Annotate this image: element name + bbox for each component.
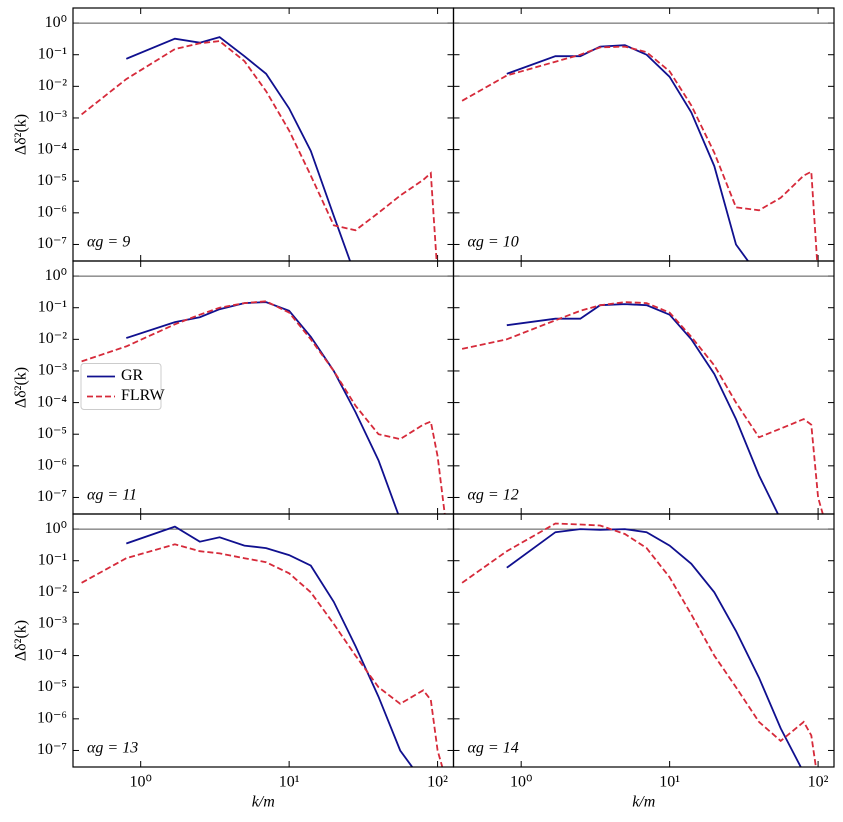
- series-line: [126, 525, 414, 767]
- panel: αg = 12: [452, 260, 835, 515]
- y-tick-label: 10⁻²: [38, 77, 67, 94]
- panel-annotation: αg = 12: [468, 487, 519, 504]
- panel: 10⁰ 10⁻¹ 10⁻² 10⁻³ 10⁻⁴ 10⁻⁵ 10⁻⁶ 10⁻⁷ αg = 9 Δδ²…: [13, 7, 455, 262]
- legend-label: FLRW: [121, 387, 165, 404]
- plot-frame: [72, 7, 455, 262]
- y-tick-label: 10⁰: [45, 14, 67, 31]
- series-line: [125, 36, 352, 261]
- series-line: [461, 522, 817, 767]
- series-line: [81, 40, 438, 261]
- y-tick-label: 10⁻⁶: [37, 204, 67, 221]
- legend-box: [80, 363, 162, 410]
- y-tick-label: 10⁻⁴: [37, 140, 67, 157]
- series-line: [461, 45, 819, 261]
- x-tick-label: 10¹: [659, 774, 680, 791]
- y-tick-label: 10⁻⁷: [37, 488, 67, 505]
- series-line: [81, 543, 444, 767]
- plot-frame: [72, 513, 455, 768]
- series-line: [126, 301, 400, 514]
- series-line: [506, 528, 802, 767]
- legend-label: GR: [121, 367, 144, 384]
- panel: 10⁰ 10¹ 10² αg = 14 k/m: [452, 513, 835, 811]
- y-tick-label: 10⁻⁵: [37, 172, 67, 189]
- y-axis-label: Δδ²(k): [13, 367, 30, 408]
- x-tick-label: 10²: [427, 774, 448, 791]
- panel-annotation: αg = 9: [87, 234, 130, 251]
- y-tick-label: 10⁰: [45, 267, 67, 284]
- x-tick-label: 10²: [808, 774, 829, 791]
- panel-annotation: αg = 10: [468, 234, 519, 251]
- plot-frame: [452, 260, 835, 515]
- x-axis-label: k/m: [252, 794, 275, 811]
- y-tick-label: 10⁻³: [38, 109, 67, 126]
- panel: 10⁰ 10⁻¹ 10⁻² 10⁻³ 10⁻⁴ 10⁻⁵ 10⁻⁶ 10⁻⁷ 10⁰ 10¹ 10²…: [13, 513, 455, 811]
- y-tick-label: 10⁰: [45, 520, 67, 537]
- x-tick-label: 10⁰: [129, 774, 151, 791]
- x-axis-label: k/m: [632, 794, 655, 811]
- panel-annotation: αg = 11: [87, 487, 137, 504]
- y-tick-label: 10⁻⁴: [37, 393, 67, 410]
- series-line: [506, 44, 750, 261]
- y-tick-label: 10⁻⁶: [37, 457, 67, 474]
- y-tick-label: 10⁻²: [38, 330, 67, 347]
- y-tick-label: 10⁻¹: [38, 45, 67, 62]
- y-tick-label: 10⁻⁵: [37, 678, 67, 695]
- x-tick-label: 10⁰: [510, 774, 532, 791]
- y-tick-label: 10⁻⁶: [37, 710, 67, 727]
- y-tick-label: 10⁻²: [38, 583, 67, 600]
- series-line: [81, 300, 446, 514]
- y-tick-label: 10⁻³: [38, 615, 67, 632]
- x-tick-label: 10¹: [279, 774, 300, 791]
- panel: αg = 10: [452, 7, 835, 262]
- plot-frame: [452, 7, 835, 262]
- y-tick-label: 10⁻³: [38, 362, 67, 379]
- y-axis-label: Δδ²(k): [13, 620, 30, 661]
- plot-frame: [452, 513, 835, 768]
- y-axis-label: Δδ²(k): [13, 114, 30, 155]
- y-tick-label: 10⁻⁷: [37, 235, 67, 252]
- legend: GR FLRW: [80, 363, 165, 410]
- panel: 10⁰ 10⁻¹ 10⁻² 10⁻³ 10⁻⁴ 10⁻⁵ 10⁻⁶ 10⁻⁷ αg = 11 Δδ…: [13, 260, 455, 515]
- y-tick-label: 10⁻⁵: [37, 425, 67, 442]
- panel-annotation: αg = 13: [87, 740, 138, 757]
- y-tick-label: 10⁻⁴: [37, 646, 67, 663]
- y-tick-label: 10⁻⁷: [37, 741, 67, 758]
- series-line: [506, 303, 779, 514]
- y-tick-label: 10⁻¹: [38, 551, 67, 568]
- panel-annotation: αg = 14: [468, 740, 519, 757]
- y-tick-label: 10⁻¹: [38, 298, 67, 315]
